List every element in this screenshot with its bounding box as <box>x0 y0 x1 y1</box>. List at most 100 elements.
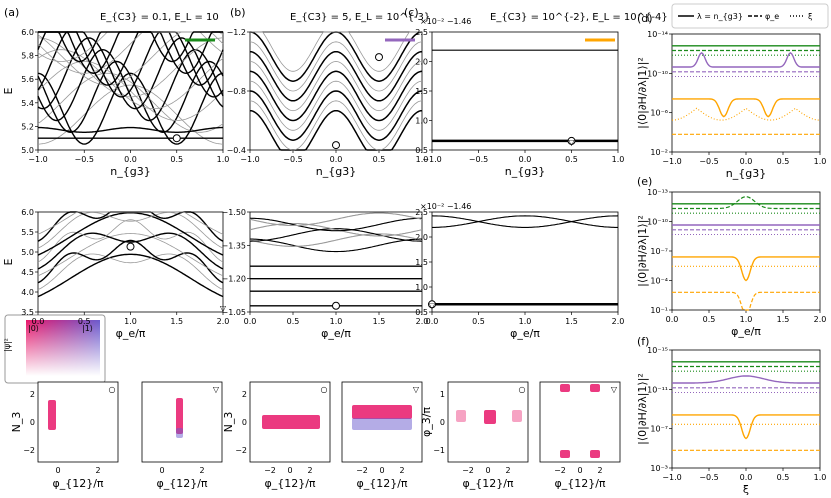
b-mid-xtick-label: 1.0 <box>330 317 343 326</box>
wf-a2-triangle-marker: ▽ <box>213 385 220 394</box>
a-mid-ytick-label: 3.5 <box>21 308 34 317</box>
b-top-xtick-label: 0.5 <box>373 155 386 164</box>
a-mid-xtick-label: 1.0 <box>124 317 137 326</box>
d-xtick-label: 0.0 <box>740 157 753 166</box>
colormap-psi-label: |ψ|² <box>3 338 12 352</box>
a-mid-ytick-label: 5.5 <box>21 228 34 237</box>
c-mid-ytick-label: 2.5 <box>415 208 428 217</box>
panel-label-f: (f) <box>637 335 649 348</box>
b-mid-circle-marker <box>332 301 340 310</box>
wf-a1-ytick-label: −2 <box>23 446 35 455</box>
b-top-band <box>250 31 422 72</box>
f-ytick-label: 10⁻¹¹ <box>647 385 668 394</box>
wf-b2-xtick-label: 0 <box>379 466 384 475</box>
a-top-xtick-label: 0.5 <box>170 155 183 164</box>
wf-b1-ytick-label: −2 <box>235 446 247 455</box>
c-top-xtick-label: −0.5 <box>469 155 488 164</box>
c-mid-circle-marker <box>428 300 436 309</box>
a-mid-circle-marker <box>126 242 135 251</box>
panel-label-e: (e) <box>637 175 652 188</box>
wf-a2-xtick-label: 0 <box>159 466 164 475</box>
a-mid-xlabel: φ_e/π <box>116 327 146 340</box>
c-top-ytick-label: 2.0 <box>415 58 428 67</box>
a-top-black-line <box>37 37 224 110</box>
e-xtick-label: 1.0 <box>740 315 753 324</box>
wf-b2-xtick-label: −2 <box>356 466 368 475</box>
offset-c-mid: ×10⁻² −1.46 <box>420 202 471 211</box>
b-top-band <box>249 109 423 151</box>
b-top-xtick-label: 1.0 <box>416 155 429 164</box>
title-b: E_{C3} = 5, E_L = 10^{-3} <box>290 12 430 23</box>
a-mid-xtick-label: 1.5 <box>170 317 183 326</box>
b-top-xtick-label: 0.0 <box>330 155 343 164</box>
e-ytick-label: 10⁻⁷ <box>650 247 668 256</box>
b-mid-frame <box>249 211 423 313</box>
wf-b1-ylabel: N_3 <box>222 412 235 433</box>
b-mid-cross-line <box>249 212 423 227</box>
e-ylabel: |⟨0|∂H/∂λ|1⟩|² <box>636 215 649 287</box>
legend: λ = n_{g3} φ_e ξ <box>671 3 829 29</box>
c-top-triangle-marker: ▽ <box>568 138 575 147</box>
wf-a1-ylabel: N_3 <box>10 412 23 433</box>
f-ytick-label: 10⁻³ <box>650 464 668 473</box>
wf-b2-blob <box>352 418 412 430</box>
wf-a1-xlabel: φ_{12}/π <box>52 477 103 490</box>
wf-b2-triangle-marker: ▽ <box>413 385 420 394</box>
a-top-ytick-label: 5.4 <box>21 99 34 108</box>
wf-a1-circle-marker: ○ <box>109 385 116 394</box>
e-xlabel: φ_e/π <box>731 325 761 338</box>
panel-label-c: (c) <box>404 6 419 19</box>
c-top-xtick-label: 1.0 <box>612 155 625 164</box>
a-top-ytick-label: 5.6 <box>21 75 34 84</box>
e-ytick-label: 10⁻¹³ <box>647 188 668 197</box>
a-mid-ytick-label: 4.0 <box>21 288 34 297</box>
wf-c1-xtick-label: 0 <box>485 466 490 475</box>
wf-b1-xtick-label: −2 <box>264 466 276 475</box>
a-mid-band <box>37 212 224 256</box>
c-mid-ytick-label: 0.5 <box>415 308 428 317</box>
f-xtick-label: 1.0 <box>814 473 827 482</box>
wf-b1-xlabel: φ_{12}/π <box>264 477 315 490</box>
a-top-ytick-label: 5.0 <box>21 146 34 155</box>
f-xtick-label: 0.5 <box>777 473 790 482</box>
a-top-xtick-label: 1.0 <box>217 155 230 164</box>
a-mid-band <box>37 211 224 235</box>
a-top-black-line <box>38 31 223 63</box>
d-ytick-label: 10⁻⁶ <box>650 109 668 118</box>
a-mid-ytick-label: 4.5 <box>21 268 34 277</box>
wf-b1-xtick-label: 0 <box>287 466 292 475</box>
d-xtick-label: 0.5 <box>777 157 790 166</box>
b-top-ytick-label: −1.2 <box>227 28 246 37</box>
b-top-ytick-label: −0.8 <box>227 87 246 96</box>
a-mid-band <box>37 233 224 277</box>
wf-c1-blob <box>512 410 522 422</box>
panel-label-b: (b) <box>230 6 246 19</box>
a-mid-xtick-label: 0.5 <box>78 317 91 326</box>
a-mid-band <box>37 253 224 291</box>
wf-a1-blob <box>48 400 56 430</box>
wf-c2-xtick-label: 2 <box>597 466 602 475</box>
a-top-gray-line <box>37 49 224 110</box>
c-top-xtick-label: −1.0 <box>422 155 441 164</box>
wf-a1-xtick-label: 2 <box>95 466 100 475</box>
f-xtick-label: −0.5 <box>699 473 718 482</box>
c-top-ytick-label: 1.0 <box>415 117 428 126</box>
d-ytick-label: 10⁻¹⁴ <box>647 30 668 39</box>
wf-b2-blob <box>352 405 412 419</box>
b-top-band <box>249 100 423 151</box>
title-a: E_{C3} = 0.1, E_L = 10 <box>100 12 219 23</box>
e-ytick-label: 10⁻⁴ <box>650 277 668 286</box>
a-top-black-line <box>37 31 224 98</box>
b-mid-ytick-label: −1.35 <box>221 241 246 250</box>
f-solid-1 <box>672 375 820 384</box>
wf-a2-blob <box>176 428 183 438</box>
wf-a2-xlabel: φ_{12}/π <box>156 477 207 490</box>
b-top-band <box>249 70 423 122</box>
b-mid-cross-line <box>250 228 422 242</box>
c-mid-xtick-label: 2.0 <box>612 317 625 326</box>
a-mid-band <box>37 219 224 263</box>
c-mid-xtick-label: 1.0 <box>519 317 532 326</box>
e-xtick-label: 1.5 <box>777 315 790 324</box>
wf-b2-xtick-label: 2 <box>399 466 404 475</box>
colormap-state0: |0⟩ <box>28 324 39 333</box>
